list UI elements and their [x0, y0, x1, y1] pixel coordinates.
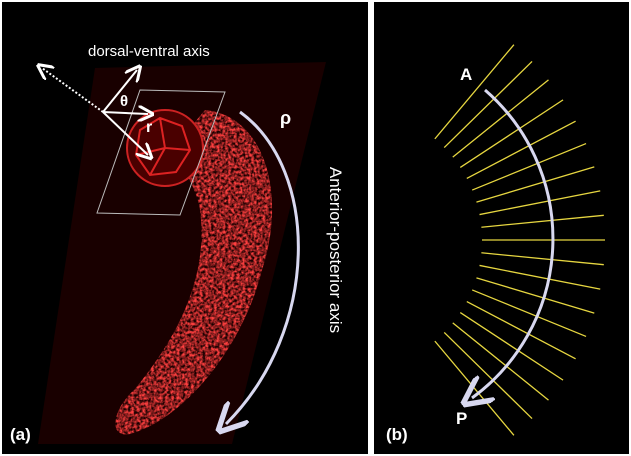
ap-label: Anterior-posterior axis [326, 167, 345, 333]
posterior-label: P [456, 409, 467, 428]
figure: dorsal-ventral axis θ r ρ Anterior-poste… [0, 0, 631, 456]
panel-label: (a) [10, 425, 31, 444]
theta-label: θ [120, 93, 128, 110]
panel-label: (b) [386, 425, 408, 444]
dv-label: dorsal-ventral axis [88, 43, 210, 60]
anterior-label: A [460, 65, 472, 84]
rho-label: ρ [280, 108, 291, 128]
panel-b [374, 2, 629, 454]
r-label: r [146, 119, 152, 136]
